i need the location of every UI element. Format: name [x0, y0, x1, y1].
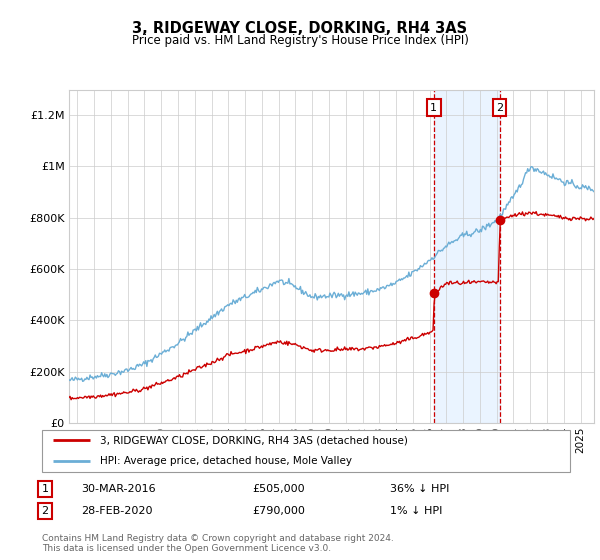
Text: 1: 1: [41, 484, 49, 494]
Text: 28-FEB-2020: 28-FEB-2020: [81, 506, 152, 516]
Text: £505,000: £505,000: [252, 484, 305, 494]
Text: 36% ↓ HPI: 36% ↓ HPI: [390, 484, 449, 494]
Text: HPI: Average price, detached house, Mole Valley: HPI: Average price, detached house, Mole…: [100, 456, 352, 466]
Text: 1: 1: [430, 102, 437, 113]
Text: 1% ↓ HPI: 1% ↓ HPI: [390, 506, 442, 516]
Text: 3, RIDGEWAY CLOSE, DORKING, RH4 3AS: 3, RIDGEWAY CLOSE, DORKING, RH4 3AS: [133, 21, 467, 36]
Text: 3, RIDGEWAY CLOSE, DORKING, RH4 3AS (detached house): 3, RIDGEWAY CLOSE, DORKING, RH4 3AS (det…: [100, 435, 408, 445]
Text: 2: 2: [41, 506, 49, 516]
Bar: [434, 90, 500, 423]
Text: £790,000: £790,000: [252, 506, 305, 516]
Text: Price paid vs. HM Land Registry's House Price Index (HPI): Price paid vs. HM Land Registry's House …: [131, 34, 469, 46]
Text: 30-MAR-2016: 30-MAR-2016: [81, 484, 155, 494]
Text: Contains HM Land Registry data © Crown copyright and database right 2024.
This d: Contains HM Land Registry data © Crown c…: [42, 534, 394, 553]
Text: 2: 2: [496, 102, 503, 113]
FancyBboxPatch shape: [42, 430, 570, 472]
